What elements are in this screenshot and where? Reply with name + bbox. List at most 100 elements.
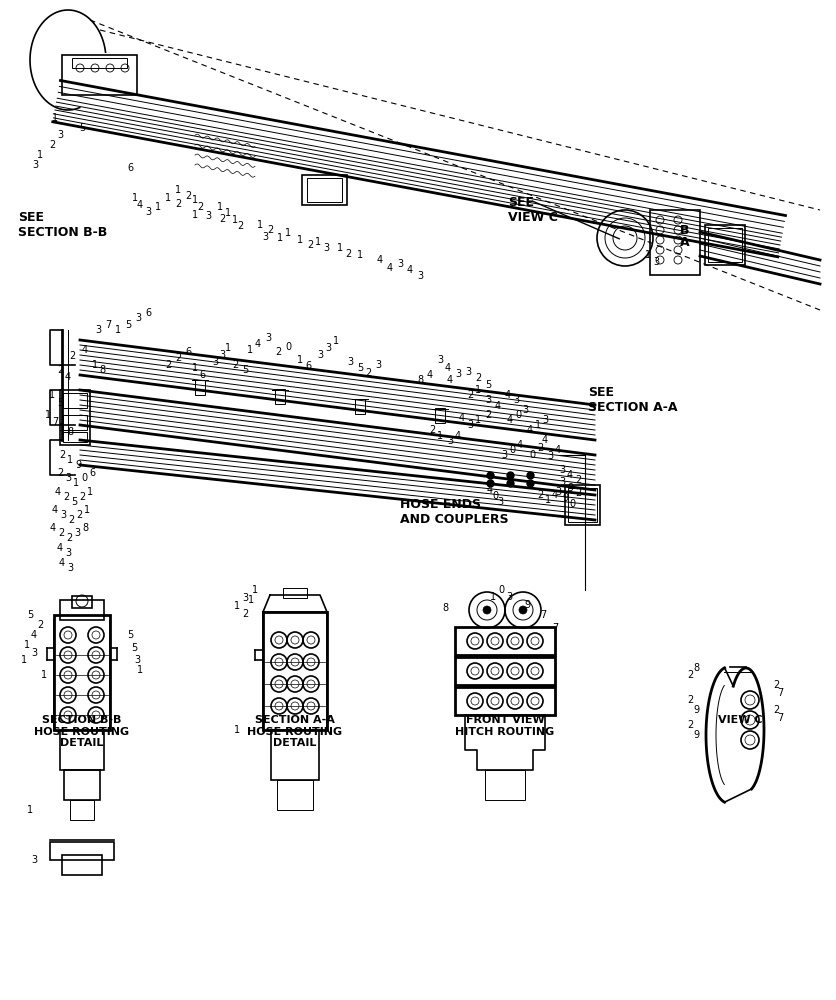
Bar xyxy=(455,687,555,715)
Text: A: A xyxy=(680,235,690,248)
Text: 4: 4 xyxy=(555,445,561,455)
Text: 8: 8 xyxy=(99,365,105,375)
Bar xyxy=(63,393,87,408)
Text: 2: 2 xyxy=(69,351,75,361)
Text: 3: 3 xyxy=(57,130,63,140)
Text: 1: 1 xyxy=(545,495,551,505)
Text: 3: 3 xyxy=(522,405,528,415)
Bar xyxy=(72,596,92,608)
Text: 3: 3 xyxy=(447,436,453,446)
Text: 2: 2 xyxy=(57,468,64,478)
Text: 1: 1 xyxy=(73,478,79,488)
Text: 2: 2 xyxy=(237,221,243,231)
Text: 3: 3 xyxy=(375,360,381,370)
Text: 1: 1 xyxy=(437,431,443,441)
Text: 1: 1 xyxy=(247,345,253,355)
Text: 3: 3 xyxy=(65,473,71,483)
Text: 2: 2 xyxy=(79,492,85,502)
Text: 3: 3 xyxy=(31,855,37,865)
Text: 3: 3 xyxy=(437,355,443,365)
Text: 1: 1 xyxy=(277,233,283,243)
Bar xyxy=(195,380,205,395)
Text: 9: 9 xyxy=(524,600,530,610)
Text: 2: 2 xyxy=(68,515,74,525)
Bar xyxy=(705,225,745,265)
Text: 7: 7 xyxy=(52,417,59,427)
Text: 3: 3 xyxy=(555,487,561,497)
Text: 3: 3 xyxy=(95,325,101,335)
Text: 2: 2 xyxy=(165,360,171,370)
Text: 1: 1 xyxy=(297,235,303,245)
Text: 4: 4 xyxy=(445,363,451,373)
Bar xyxy=(271,730,319,780)
Text: 2: 2 xyxy=(307,240,314,250)
Bar xyxy=(60,390,90,445)
Text: 1: 1 xyxy=(132,193,138,203)
Text: 5: 5 xyxy=(357,363,363,373)
Text: 1: 1 xyxy=(21,655,27,665)
Text: 4: 4 xyxy=(255,339,261,349)
Text: 9: 9 xyxy=(693,730,699,740)
Text: VIEW C: VIEW C xyxy=(718,715,762,725)
Text: 4: 4 xyxy=(517,440,523,450)
Text: 8: 8 xyxy=(442,603,448,613)
Text: 3: 3 xyxy=(485,395,491,405)
Text: 4: 4 xyxy=(427,370,433,380)
Text: 1: 1 xyxy=(315,237,321,247)
Text: HOSE ENDS
AND COUPLERS: HOSE ENDS AND COUPLERS xyxy=(400,498,508,526)
Text: 1: 1 xyxy=(475,415,481,425)
Text: 4: 4 xyxy=(407,265,413,275)
Text: 1: 1 xyxy=(165,193,171,203)
Text: FRONT VIEW
HITCH ROUTING: FRONT VIEW HITCH ROUTING xyxy=(456,715,554,737)
Text: 3: 3 xyxy=(467,420,473,430)
Text: 4: 4 xyxy=(52,505,58,515)
Text: 4: 4 xyxy=(567,470,573,480)
Bar xyxy=(263,612,327,730)
Bar xyxy=(277,780,313,810)
Text: 2: 2 xyxy=(175,353,181,363)
Text: 9: 9 xyxy=(567,483,573,493)
Bar xyxy=(435,408,445,423)
Text: 2: 2 xyxy=(345,249,351,259)
Bar xyxy=(455,657,555,685)
Text: 2: 2 xyxy=(275,347,281,357)
Text: 0: 0 xyxy=(492,491,498,501)
Text: 3: 3 xyxy=(547,451,553,461)
Text: 4: 4 xyxy=(507,415,513,425)
Text: 4: 4 xyxy=(57,543,63,553)
Bar xyxy=(70,800,94,820)
Text: 2: 2 xyxy=(219,214,225,224)
Text: 0: 0 xyxy=(498,585,504,595)
Bar xyxy=(275,389,285,404)
Text: SEE
SECTION B-B: SEE SECTION B-B xyxy=(18,211,107,239)
Text: 1: 1 xyxy=(234,601,240,611)
Text: 1: 1 xyxy=(52,113,58,123)
Text: 3: 3 xyxy=(134,655,140,665)
Text: 1: 1 xyxy=(535,420,541,430)
Text: 1: 1 xyxy=(87,487,93,497)
Text: B: B xyxy=(680,224,690,236)
Circle shape xyxy=(519,606,527,614)
Text: 5: 5 xyxy=(242,365,248,375)
Text: 3: 3 xyxy=(559,477,565,487)
Text: 3: 3 xyxy=(653,257,659,267)
Text: 0: 0 xyxy=(515,410,521,420)
Text: 3: 3 xyxy=(501,450,507,460)
Text: 3: 3 xyxy=(347,357,353,367)
Text: 3: 3 xyxy=(242,593,248,603)
Text: 1: 1 xyxy=(225,208,231,218)
Text: 1: 1 xyxy=(225,343,231,353)
Text: 4: 4 xyxy=(137,200,143,210)
Text: 2: 2 xyxy=(537,443,543,453)
Text: 6: 6 xyxy=(305,361,311,371)
Text: 1: 1 xyxy=(27,805,33,815)
Text: 8: 8 xyxy=(82,523,88,533)
Text: 2: 2 xyxy=(48,140,55,150)
Text: 1: 1 xyxy=(252,585,258,595)
Text: 3: 3 xyxy=(542,415,548,425)
Text: 2: 2 xyxy=(196,202,203,212)
Text: 7: 7 xyxy=(777,688,783,698)
Text: 7: 7 xyxy=(104,320,111,330)
Bar xyxy=(62,855,102,875)
Text: 1: 1 xyxy=(285,228,291,238)
